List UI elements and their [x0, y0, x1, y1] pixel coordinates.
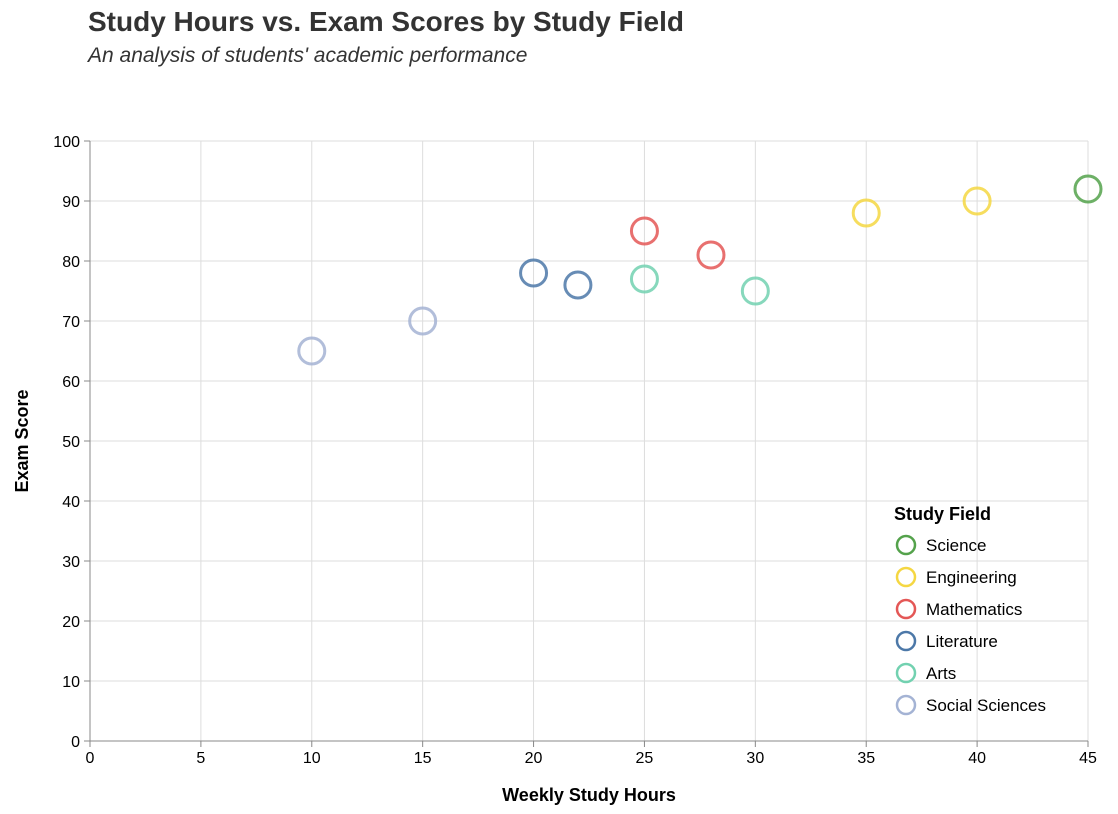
x-tick-label: 35 — [857, 750, 875, 767]
legend-symbol — [895, 566, 917, 588]
x-tick-label: 40 — [968, 750, 986, 767]
data-point — [629, 264, 659, 294]
legend-symbol — [895, 630, 917, 652]
data-point — [297, 336, 327, 366]
x-tick-label: 15 — [414, 750, 432, 767]
legend-symbol — [895, 694, 917, 716]
legend-symbol — [895, 598, 917, 620]
legend-symbol — [895, 662, 917, 684]
legend-label: Literature — [926, 632, 998, 651]
legend-label: Mathematics — [926, 600, 1022, 619]
x-tick-label: 5 — [196, 750, 205, 767]
y-tick-label: 0 — [71, 734, 80, 751]
x-axis-title: Weekly Study Hours — [502, 785, 676, 805]
data-point — [629, 216, 659, 246]
data-point — [1073, 174, 1103, 204]
legend-symbol — [895, 534, 917, 556]
x-tick-label: 10 — [303, 750, 321, 767]
legend-label: Social Sciences — [926, 696, 1046, 715]
x-tick-label: 45 — [1079, 750, 1097, 767]
y-tick-label: 80 — [62, 254, 80, 271]
legend-title: Study Field — [894, 504, 991, 524]
data-point — [962, 186, 992, 216]
legend-label: Engineering — [926, 568, 1017, 587]
y-tick-label: 90 — [62, 194, 80, 211]
y-tick-label: 50 — [62, 434, 80, 451]
y-tick-label: 100 — [53, 134, 80, 151]
data-point — [851, 198, 881, 228]
y-tick-label: 10 — [62, 674, 80, 691]
x-tick-label: 30 — [746, 750, 764, 767]
x-tick-label: 25 — [636, 750, 654, 767]
x-tick-label: 0 — [86, 750, 95, 767]
legend-label: Science — [926, 536, 986, 555]
data-point — [519, 258, 549, 288]
y-tick-label: 20 — [62, 614, 80, 631]
y-tick-label: 30 — [62, 554, 80, 571]
data-point — [740, 276, 770, 306]
y-tick-label: 40 — [62, 494, 80, 511]
data-point — [563, 270, 593, 300]
y-tick-label: 60 — [62, 374, 80, 391]
data-point — [408, 306, 438, 336]
y-axis-title: Exam Score — [12, 389, 32, 492]
data-point — [696, 240, 726, 270]
y-tick-label: 70 — [62, 314, 80, 331]
x-tick-label: 20 — [525, 750, 543, 767]
legend-label: Arts — [926, 664, 956, 683]
chart-subtitle: An analysis of students' academic perfor… — [88, 44, 528, 67]
chart-title: Study Hours vs. Exam Scores by Study Fie… — [88, 6, 684, 37]
